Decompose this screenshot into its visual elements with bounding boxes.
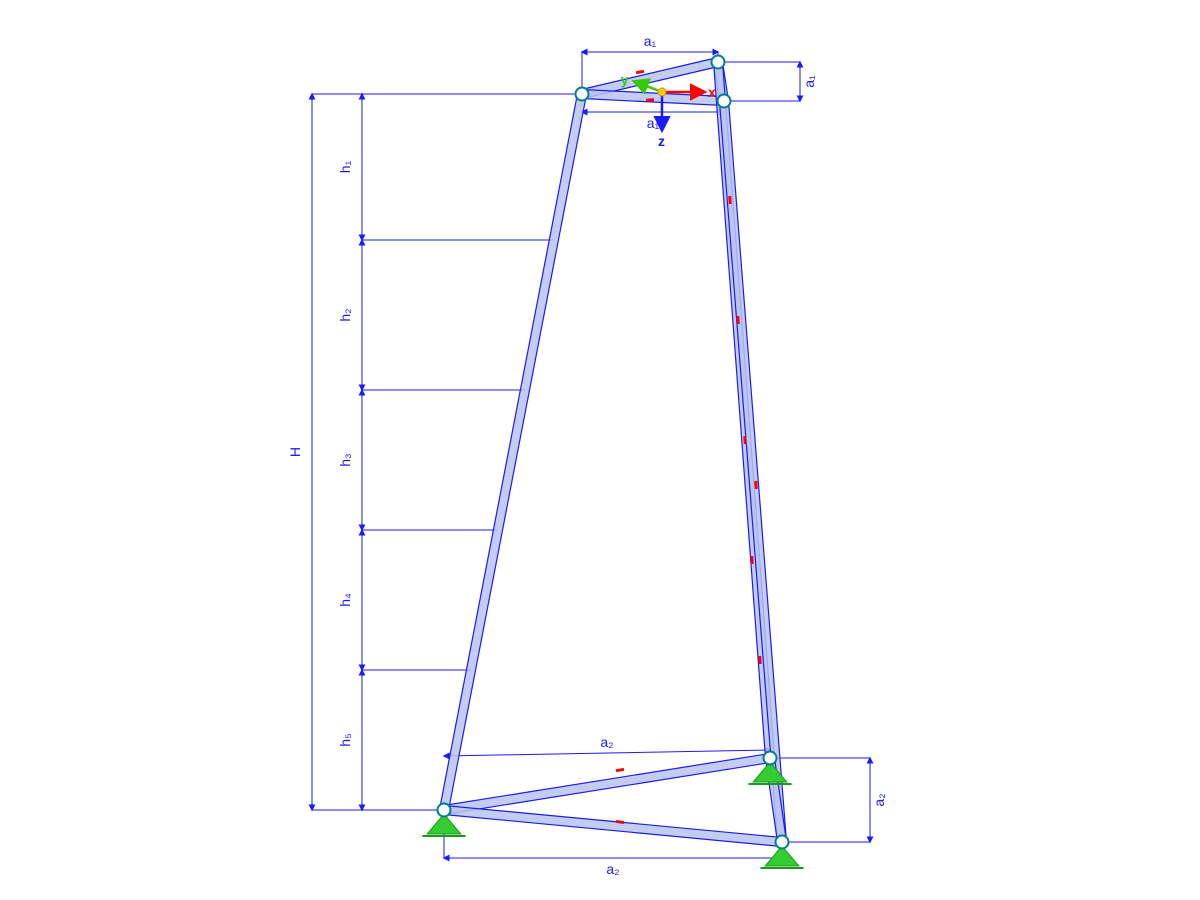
axis-label-z: z [658,133,665,149]
member [444,806,783,847]
local-axis-tick [636,70,644,74]
axis-label-x: x [708,84,716,100]
node-top_right [718,95,731,108]
dimension-lines: Hh₁ h₂ h₃ h₄ h₅ a₁ a₁ a₁ a₂ a₂ a₂ [287,33,887,877]
local-axis-tick [754,481,758,489]
node-bot_left [438,804,451,817]
dimension-label: a₁ [647,115,660,131]
local-axis-tick [736,316,740,324]
dimension-label: h₄ [337,593,353,607]
dimension-label: a₂ [871,793,887,806]
local-axis-tick [728,196,732,204]
local-axis-tick [750,556,754,564]
member [720,101,787,843]
orientation-ticks [616,70,762,824]
dimension-label: a₂ [600,734,613,750]
local-axis-tick [743,436,747,444]
nodes [438,56,789,849]
local-axis-tick [758,656,762,664]
dimension-label: a₁ [644,33,657,49]
dimension-label: h₂ [337,308,353,321]
structural-members [440,58,787,847]
dimension-label: h₅ [337,733,353,746]
local-axis-tick [646,98,654,102]
member [440,93,587,811]
node-top_left [576,88,589,101]
dimension-label: a₂ [606,861,619,877]
node-top_back [712,56,725,69]
dimension-label: H [287,447,303,457]
node-bot_right_upper [764,752,777,765]
member [443,754,770,815]
dimension-label: h₁ [337,160,353,173]
axis-label-y: y [621,72,629,88]
structural-diagram: Hh₁ h₂ h₃ h₄ h₅ a₁ a₁ a₁ a₂ a₂ a₂ x y z [0,0,1200,900]
node-bot_right_lower [776,836,789,849]
origin-dot [658,88,666,96]
dimension-label: a₁ [801,75,817,88]
dimension-label: h₃ [337,453,353,467]
local-axis-tick [616,768,624,772]
dimension-line [444,750,770,756]
